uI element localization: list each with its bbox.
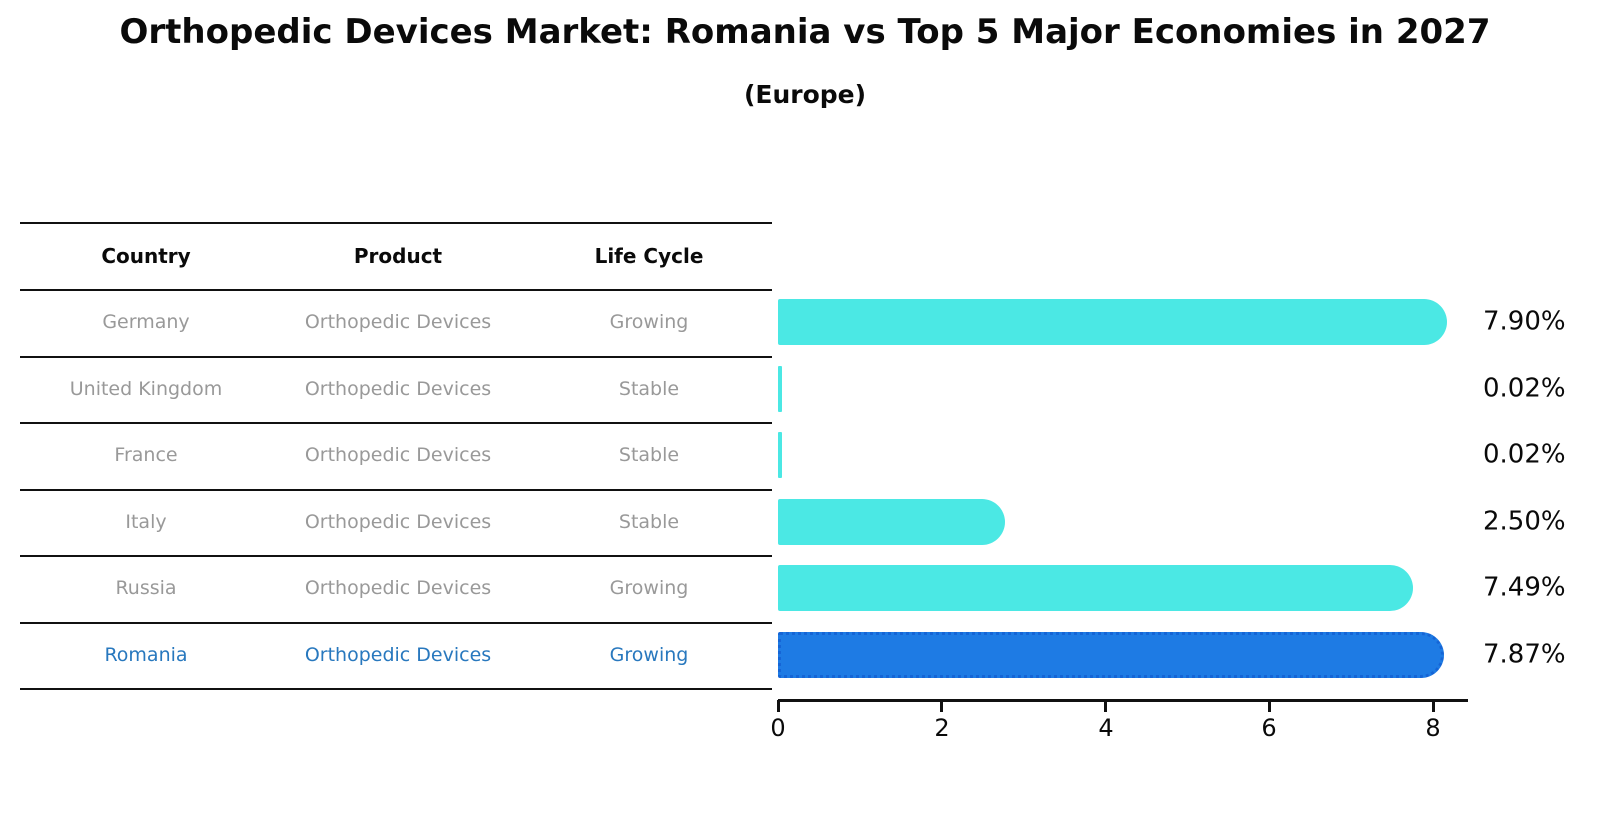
- cell-country: United Kingdom: [69, 377, 223, 400]
- cell-country: Russia: [115, 577, 177, 600]
- table-grid-line: [20, 289, 772, 291]
- x-axis-tick-label: 0: [770, 714, 786, 742]
- cell-life-cycle: Stable: [618, 510, 680, 533]
- cell-life-cycle: Growing: [609, 577, 689, 600]
- cell-life-cycle: Growing: [609, 643, 689, 666]
- column-header-life-cycle: Life Cycle: [594, 243, 704, 268]
- cell-product: Orthopedic Devices: [304, 643, 492, 666]
- x-axis-tick-label: 2: [934, 714, 950, 742]
- x-axis-tick: [940, 700, 943, 712]
- x-axis-line: [778, 699, 1468, 702]
- bar-italy: [778, 499, 1005, 545]
- cell-product: Orthopedic Devices: [304, 577, 492, 600]
- table-grid-line: [20, 489, 772, 491]
- cell-life-cycle: Stable: [618, 444, 680, 467]
- column-header-country: Country: [101, 243, 191, 268]
- bar-value-label: 2.50%: [1483, 506, 1566, 537]
- cell-product: Orthopedic Devices: [304, 510, 492, 533]
- table-grid-line: [20, 688, 772, 690]
- bar-highlight-romania: [778, 632, 1444, 678]
- bar-value-label: 7.87%: [1483, 639, 1566, 670]
- x-axis-tick: [1104, 700, 1107, 712]
- cell-product: Orthopedic Devices: [304, 311, 492, 334]
- bar-russia: [778, 565, 1413, 611]
- chart-subtitle: (Europe): [743, 80, 867, 109]
- bar-france: [778, 432, 782, 478]
- cell-country: Germany: [102, 311, 190, 334]
- bar-value-label: 7.49%: [1483, 572, 1566, 603]
- cell-country: France: [114, 444, 178, 467]
- x-axis-tick-label: 8: [1425, 714, 1441, 742]
- bar-germany: [778, 299, 1447, 345]
- bar-united-kingdom: [778, 366, 782, 412]
- bar-value-label: 0.02%: [1483, 373, 1566, 404]
- cell-life-cycle: Growing: [609, 311, 689, 334]
- x-axis-tick-label: 6: [1261, 714, 1277, 742]
- x-axis-tick: [1432, 700, 1435, 712]
- chart-title: Orthopedic Devices Market: Romania vs To…: [119, 12, 1491, 52]
- x-axis-tick: [777, 700, 780, 712]
- column-header-product: Product: [353, 243, 443, 268]
- cell-country: Romania: [104, 643, 188, 666]
- table-grid-line: [20, 422, 772, 424]
- bar-value-label: 7.90%: [1483, 306, 1566, 337]
- cell-country: Italy: [125, 510, 167, 533]
- x-axis-tick: [1268, 700, 1271, 712]
- x-axis-tick-label: 4: [1098, 714, 1114, 742]
- cell-life-cycle: Stable: [618, 377, 680, 400]
- bar-value-label: 0.02%: [1483, 439, 1566, 470]
- table-grid-line: [20, 555, 772, 557]
- cell-product: Orthopedic Devices: [304, 444, 492, 467]
- table-grid-line: [20, 222, 772, 224]
- cell-product: Orthopedic Devices: [304, 377, 492, 400]
- table-grid-line: [20, 622, 772, 624]
- table-grid-line: [20, 356, 772, 358]
